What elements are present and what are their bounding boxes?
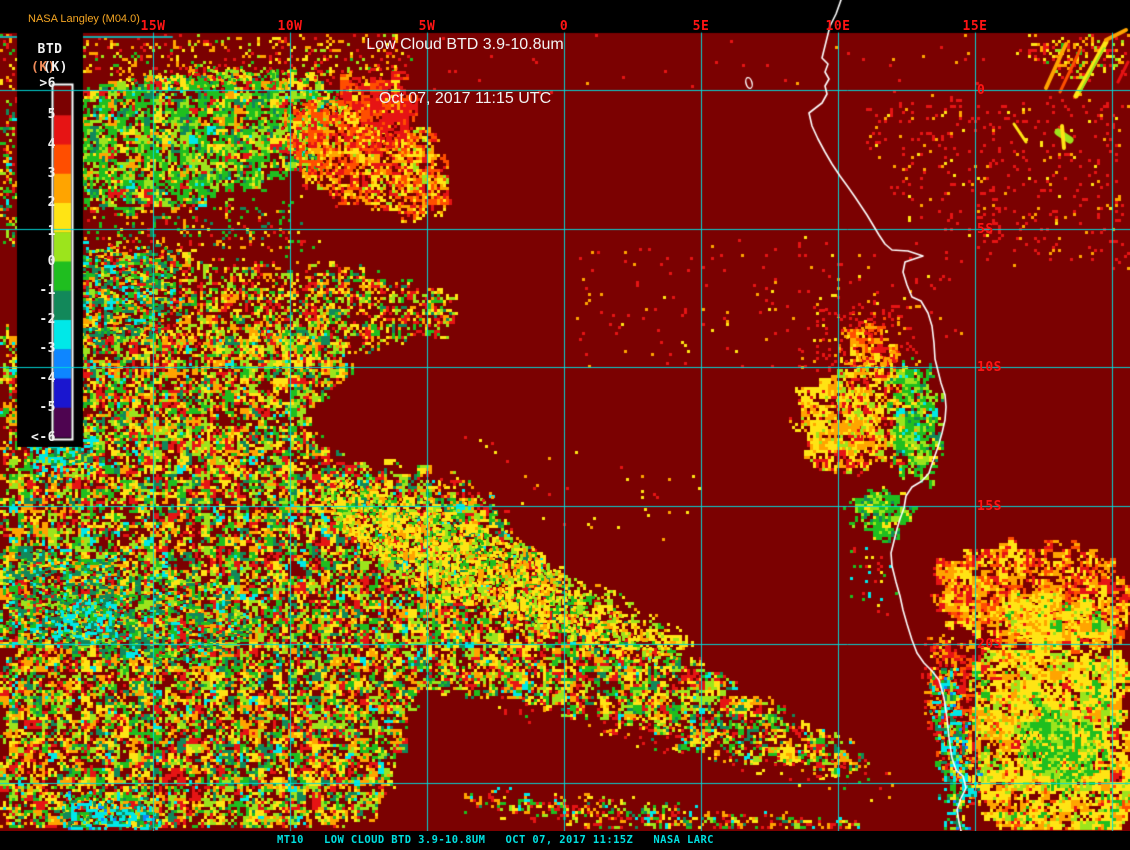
legend-title: BTD — [37, 42, 63, 57]
legend-tick-5: 5 — [47, 107, 56, 123]
lon-label-0: 0 — [559, 19, 569, 34]
footer-bar: MT10 LOW CLOUD BTD 3.9-10.8UM OCT 07, 20… — [0, 831, 1130, 850]
legend-tick-2: 2 — [47, 195, 56, 210]
lon-label-15E: 15E — [962, 19, 988, 34]
legend-tick--2: -2 — [39, 312, 56, 327]
legend-tick-1: 1 — [47, 224, 56, 240]
legend-tick--4: -4 — [39, 370, 56, 386]
lon-label-15W: 15W — [140, 19, 166, 34]
lon-label-10E: 10E — [825, 19, 851, 34]
page-title: Low Cloud BTD 3.9-10.8um — [366, 36, 564, 53]
footer-caption: MT10 LOW CLOUD BTD 3.9-10.8UM OCT 07, 20… — [277, 834, 714, 846]
lat-label-0: 0 — [977, 83, 986, 98]
legend-unit-ghost: (K) — [31, 60, 56, 75]
legend-top-label: >6 — [39, 76, 56, 91]
legend-bottom-label: <-6 — [31, 430, 56, 445]
title-block: Low Cloud BTD 3.9-10.8um Oct 07, 2017 11… — [330, 0, 600, 143]
legend-tick-3: 3 — [47, 165, 56, 181]
legend-tick--5: -5 — [39, 399, 56, 415]
lon-label-5E: 5E — [692, 19, 710, 34]
legend-tick-0: 0 — [47, 253, 56, 269]
nasa-langley-credit: NASA Langley (M04.0) — [28, 13, 140, 25]
lat-label-10S: 10S — [977, 360, 1002, 375]
lat-label-15S: 15S — [977, 499, 1002, 514]
timestamp: Oct 07, 2017 11:15 UTC — [378, 90, 552, 107]
lat-label-5S: 5S — [977, 222, 994, 237]
lon-label-5W: 5W — [418, 19, 436, 34]
lon-label-10W: 10W — [277, 19, 303, 34]
legend-unit: (K) — [43, 60, 68, 75]
legend-tick-4: 4 — [47, 136, 56, 152]
lat-label-20S: 20S — [977, 637, 1002, 652]
legend-tick--3: -3 — [39, 341, 56, 357]
legend-tick--1: -1 — [39, 282, 56, 298]
